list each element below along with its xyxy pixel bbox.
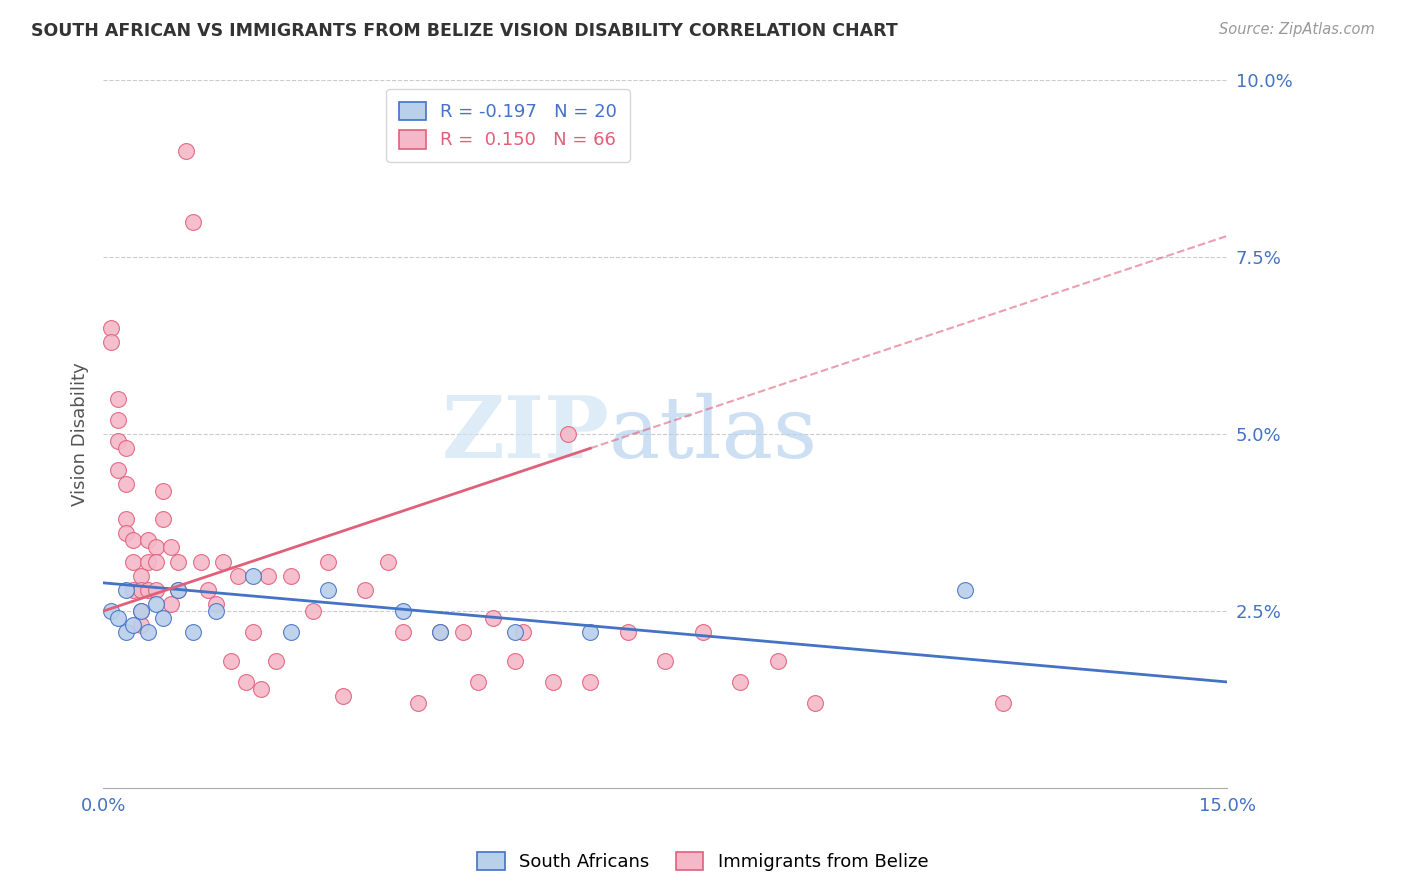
Point bbox=[114, 442, 136, 456]
Point bbox=[136, 625, 159, 640]
Point bbox=[197, 582, 219, 597]
Point bbox=[100, 321, 122, 335]
Point bbox=[991, 696, 1014, 710]
Point bbox=[242, 568, 264, 582]
Point bbox=[122, 582, 145, 597]
Point bbox=[122, 533, 145, 548]
Point bbox=[145, 555, 167, 569]
Point bbox=[406, 696, 429, 710]
Point bbox=[316, 555, 339, 569]
Point bbox=[107, 392, 129, 406]
Point bbox=[505, 625, 527, 640]
Point bbox=[730, 675, 752, 690]
Point bbox=[107, 413, 129, 427]
Point bbox=[122, 555, 145, 569]
Point bbox=[145, 541, 167, 555]
Point bbox=[136, 555, 159, 569]
Point bbox=[129, 604, 152, 618]
Point bbox=[159, 597, 181, 611]
Point bbox=[264, 654, 287, 668]
Point bbox=[280, 625, 302, 640]
Point bbox=[953, 582, 976, 597]
Legend: R = -0.197   N = 20, R =  0.150   N = 66: R = -0.197 N = 20, R = 0.150 N = 66 bbox=[387, 89, 630, 162]
Point bbox=[129, 618, 152, 632]
Point bbox=[392, 604, 415, 618]
Point bbox=[242, 625, 264, 640]
Point bbox=[557, 427, 579, 442]
Y-axis label: Vision Disability: Vision Disability bbox=[72, 362, 89, 506]
Point bbox=[316, 582, 339, 597]
Point bbox=[617, 625, 640, 640]
Point bbox=[302, 604, 325, 618]
Point bbox=[100, 334, 122, 349]
Point bbox=[129, 604, 152, 618]
Point bbox=[212, 555, 235, 569]
Point bbox=[152, 512, 174, 526]
Point bbox=[174, 144, 197, 158]
Text: atlas: atlas bbox=[609, 392, 818, 475]
Point bbox=[145, 582, 167, 597]
Point bbox=[167, 582, 190, 597]
Text: Source: ZipAtlas.com: Source: ZipAtlas.com bbox=[1219, 22, 1375, 37]
Point bbox=[181, 625, 204, 640]
Point bbox=[219, 654, 242, 668]
Point bbox=[579, 675, 602, 690]
Point bbox=[190, 555, 212, 569]
Point bbox=[451, 625, 474, 640]
Point bbox=[249, 682, 271, 697]
Point bbox=[512, 625, 534, 640]
Point bbox=[114, 526, 136, 541]
Point bbox=[482, 611, 505, 625]
Point bbox=[114, 582, 136, 597]
Point bbox=[204, 604, 226, 618]
Point bbox=[107, 611, 129, 625]
Legend: South Africans, Immigrants from Belize: South Africans, Immigrants from Belize bbox=[470, 845, 936, 879]
Point bbox=[100, 604, 122, 618]
Point bbox=[766, 654, 789, 668]
Point bbox=[235, 675, 257, 690]
Point bbox=[204, 597, 226, 611]
Point bbox=[152, 611, 174, 625]
Point bbox=[136, 582, 159, 597]
Point bbox=[541, 675, 564, 690]
Text: SOUTH AFRICAN VS IMMIGRANTS FROM BELIZE VISION DISABILITY CORRELATION CHART: SOUTH AFRICAN VS IMMIGRANTS FROM BELIZE … bbox=[31, 22, 897, 40]
Point bbox=[167, 582, 190, 597]
Point bbox=[332, 689, 354, 703]
Point bbox=[181, 214, 204, 228]
Point bbox=[429, 625, 451, 640]
Point bbox=[505, 654, 527, 668]
Point bbox=[377, 555, 399, 569]
Point bbox=[429, 625, 451, 640]
Point bbox=[654, 654, 676, 668]
Point bbox=[129, 568, 152, 582]
Point bbox=[467, 675, 489, 690]
Point bbox=[167, 555, 190, 569]
Point bbox=[107, 462, 129, 476]
Point bbox=[114, 625, 136, 640]
Point bbox=[107, 434, 129, 449]
Point bbox=[257, 568, 280, 582]
Point bbox=[129, 582, 152, 597]
Point bbox=[136, 533, 159, 548]
Point bbox=[159, 541, 181, 555]
Point bbox=[280, 568, 302, 582]
Point bbox=[114, 476, 136, 491]
Text: ZIP: ZIP bbox=[441, 392, 609, 476]
Point bbox=[392, 625, 415, 640]
Point bbox=[692, 625, 714, 640]
Point bbox=[804, 696, 827, 710]
Point bbox=[122, 618, 145, 632]
Point bbox=[579, 625, 602, 640]
Point bbox=[114, 512, 136, 526]
Point bbox=[145, 597, 167, 611]
Point bbox=[152, 483, 174, 498]
Point bbox=[354, 582, 377, 597]
Point bbox=[226, 568, 249, 582]
